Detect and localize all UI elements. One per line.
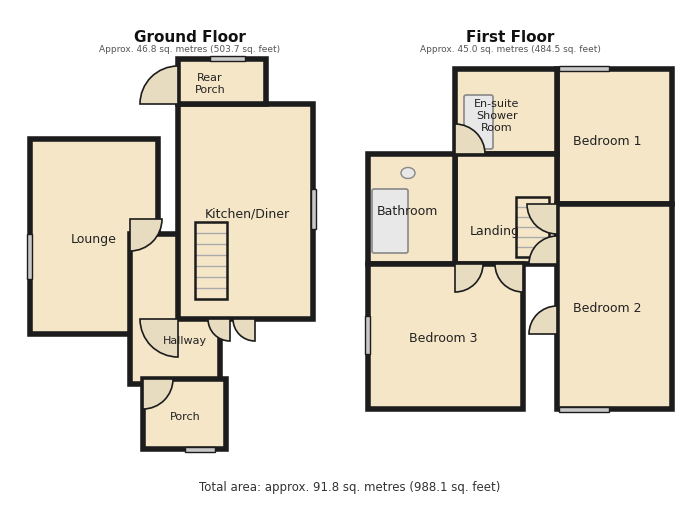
Wedge shape — [233, 319, 255, 341]
Wedge shape — [455, 124, 485, 154]
Text: En-suite
Shower
Room: En-suite Shower Room — [475, 99, 519, 133]
Bar — [143, 379, 226, 449]
Ellipse shape — [401, 167, 415, 179]
Bar — [559, 66, 609, 71]
Bar — [311, 189, 316, 229]
Wedge shape — [495, 264, 523, 292]
Bar — [368, 154, 455, 264]
Bar — [27, 234, 32, 279]
Bar — [210, 56, 245, 61]
Bar — [455, 154, 557, 264]
Bar — [559, 407, 609, 412]
Wedge shape — [130, 219, 162, 251]
Bar — [559, 407, 609, 412]
Bar — [455, 69, 557, 154]
Text: Approx. 46.8 sq. metres (503.7 sq. feet): Approx. 46.8 sq. metres (503.7 sq. feet) — [99, 44, 281, 53]
FancyBboxPatch shape — [464, 95, 493, 149]
Bar — [368, 264, 523, 409]
Text: Bedroom 2: Bedroom 2 — [573, 302, 641, 316]
Bar — [365, 316, 370, 354]
Text: Bedroom 1: Bedroom 1 — [573, 134, 641, 148]
Bar — [30, 139, 158, 334]
Bar — [178, 59, 266, 104]
Text: Porch: Porch — [169, 412, 200, 422]
Bar — [311, 189, 316, 229]
Text: Ground Floor: Ground Floor — [134, 30, 246, 44]
Text: Rear
Porch: Rear Porch — [195, 73, 225, 95]
Bar — [195, 222, 227, 299]
Text: Lounge: Lounge — [71, 233, 117, 245]
Bar — [557, 204, 672, 409]
Wedge shape — [455, 264, 483, 292]
Bar — [185, 447, 215, 452]
Bar — [178, 104, 313, 319]
Wedge shape — [208, 319, 230, 341]
Wedge shape — [140, 66, 178, 104]
Text: Kitchen/Diner: Kitchen/Diner — [204, 208, 290, 220]
Wedge shape — [140, 319, 178, 357]
Text: Landing: Landing — [470, 224, 520, 238]
Bar — [185, 447, 215, 452]
Bar — [27, 234, 32, 279]
Wedge shape — [529, 306, 557, 334]
Wedge shape — [143, 379, 173, 409]
Text: First Floor: First Floor — [466, 30, 554, 44]
Bar — [210, 56, 245, 61]
Text: Bathroom: Bathroom — [377, 205, 438, 217]
Bar — [557, 69, 672, 204]
Text: Hallway: Hallway — [163, 336, 207, 346]
FancyBboxPatch shape — [372, 189, 408, 253]
Bar — [365, 316, 370, 354]
Bar — [130, 234, 220, 384]
Text: Bedroom 3: Bedroom 3 — [409, 332, 477, 346]
Bar — [559, 66, 609, 71]
Text: Approx. 45.0 sq. metres (484.5 sq. feet): Approx. 45.0 sq. metres (484.5 sq. feet) — [419, 44, 601, 53]
Wedge shape — [529, 236, 557, 264]
Wedge shape — [527, 204, 557, 234]
Text: Total area: approx. 91.8 sq. metres (988.1 sq. feet): Total area: approx. 91.8 sq. metres (988… — [199, 480, 500, 494]
Bar — [516, 197, 549, 257]
